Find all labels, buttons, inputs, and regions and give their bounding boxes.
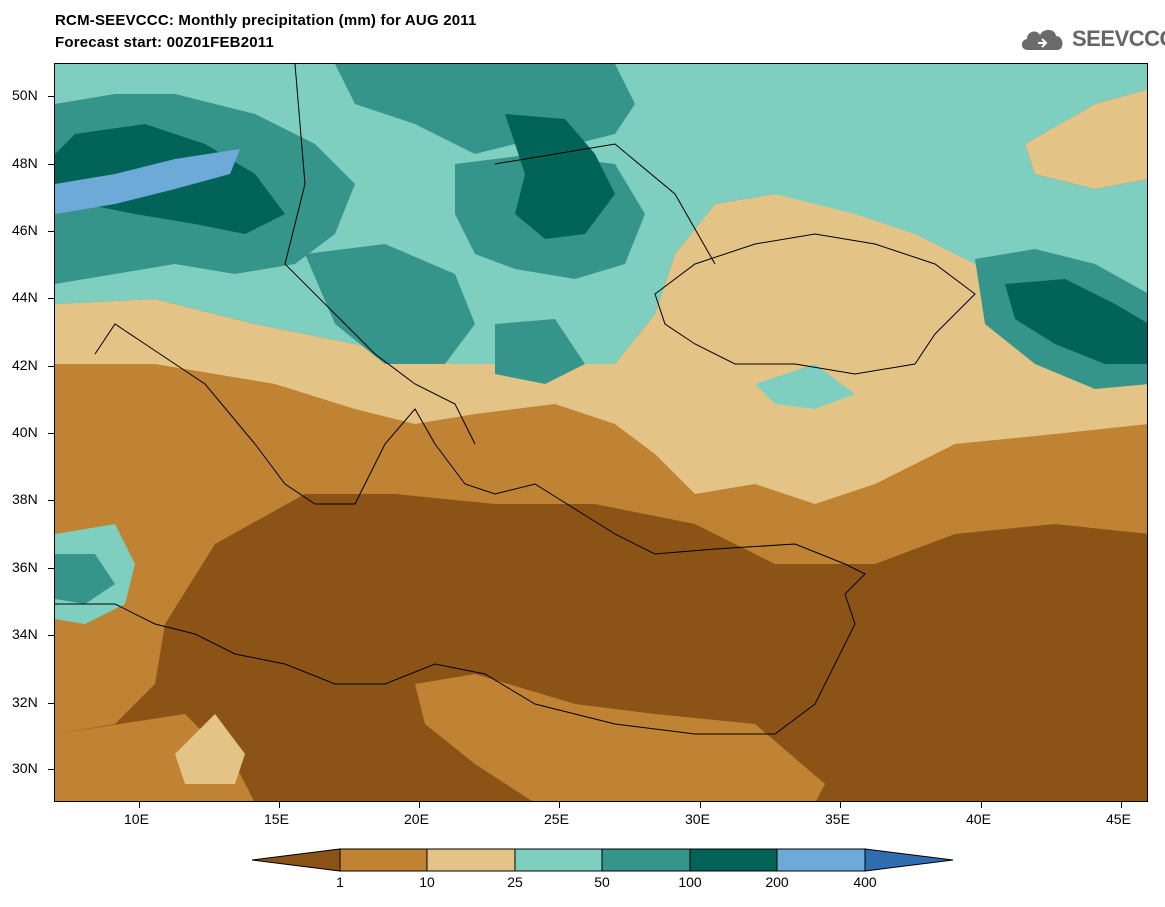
lon-tick [279,802,280,808]
colorbar-swatch [864,848,954,872]
lat-tick [48,96,54,97]
colorbar-swatch [251,848,341,872]
lat-label: 38N [12,491,38,507]
forecast-subtitle: Forecast start: 00Z01FEB2011 [55,34,275,51]
lat-label: 36N [12,559,38,575]
lat-label: 46N [12,222,38,238]
seevccc-logo: SEEVCCC [1018,22,1165,56]
colorbar-swatch [689,848,778,872]
precipitation-map [54,63,1148,802]
colorbar-label: 25 [507,874,523,890]
lon-label: 35E [825,811,850,827]
lon-tick [700,802,701,808]
lon-label: 30E [685,811,710,827]
colorbar [251,848,954,872]
lat-label: 42N [12,357,38,373]
lat-tick [48,164,54,165]
coastline-lines [55,64,976,735]
colorbar-label: 400 [853,874,877,890]
lat-tick [48,231,54,232]
lat-tick [48,703,54,704]
logo-text: SEEVCCC [1072,26,1165,51]
lat-tick [48,769,54,770]
lat-label: 50N [12,87,38,103]
lon-label: 15E [264,811,289,827]
lat-label: 32N [12,694,38,710]
zone-200-400 [55,149,240,214]
lat-label: 34N [12,626,38,642]
lon-tick [840,802,841,808]
colorbar-label: 1 [336,874,344,890]
zone-100-200 [55,114,1147,364]
lat-tick [48,568,54,569]
lat-tick [48,500,54,501]
lat-label: 44N [12,289,38,305]
lat-tick [48,433,54,434]
lon-tick [981,802,982,808]
lon-label: 40E [966,811,991,827]
map-canvas [55,64,1147,801]
lat-tick [48,366,54,367]
map-title: RCM-SEEVCCC: Monthly precipitation (mm) … [55,12,477,29]
colorbar-swatch [776,848,866,872]
lon-tick [559,802,560,808]
zone-10-25 [55,89,1147,784]
lon-label: 45E [1106,811,1131,827]
zone-50-100 [55,64,1147,604]
colorbar-swatch [601,848,691,872]
lon-tick [139,802,140,808]
lat-tick [48,635,54,636]
lat-label: 48N [12,155,38,171]
lon-tick [419,802,420,808]
colorbar-label: 50 [594,874,610,890]
cloud-icon [1021,29,1063,50]
lat-label: 40N [12,424,38,440]
lat-label: 30N [12,760,38,776]
colorbar-label: 200 [765,874,789,890]
colorbar-swatch [426,848,516,872]
lon-label: 25E [544,811,569,827]
lon-label: 20E [404,811,429,827]
lat-tick [48,298,54,299]
lon-tick [1121,802,1122,808]
colorbar-swatch [339,848,428,872]
lon-label: 10E [124,811,149,827]
colorbar-label: 100 [678,874,702,890]
colorbar-swatch [514,848,603,872]
colorbar-label: 10 [419,874,435,890]
